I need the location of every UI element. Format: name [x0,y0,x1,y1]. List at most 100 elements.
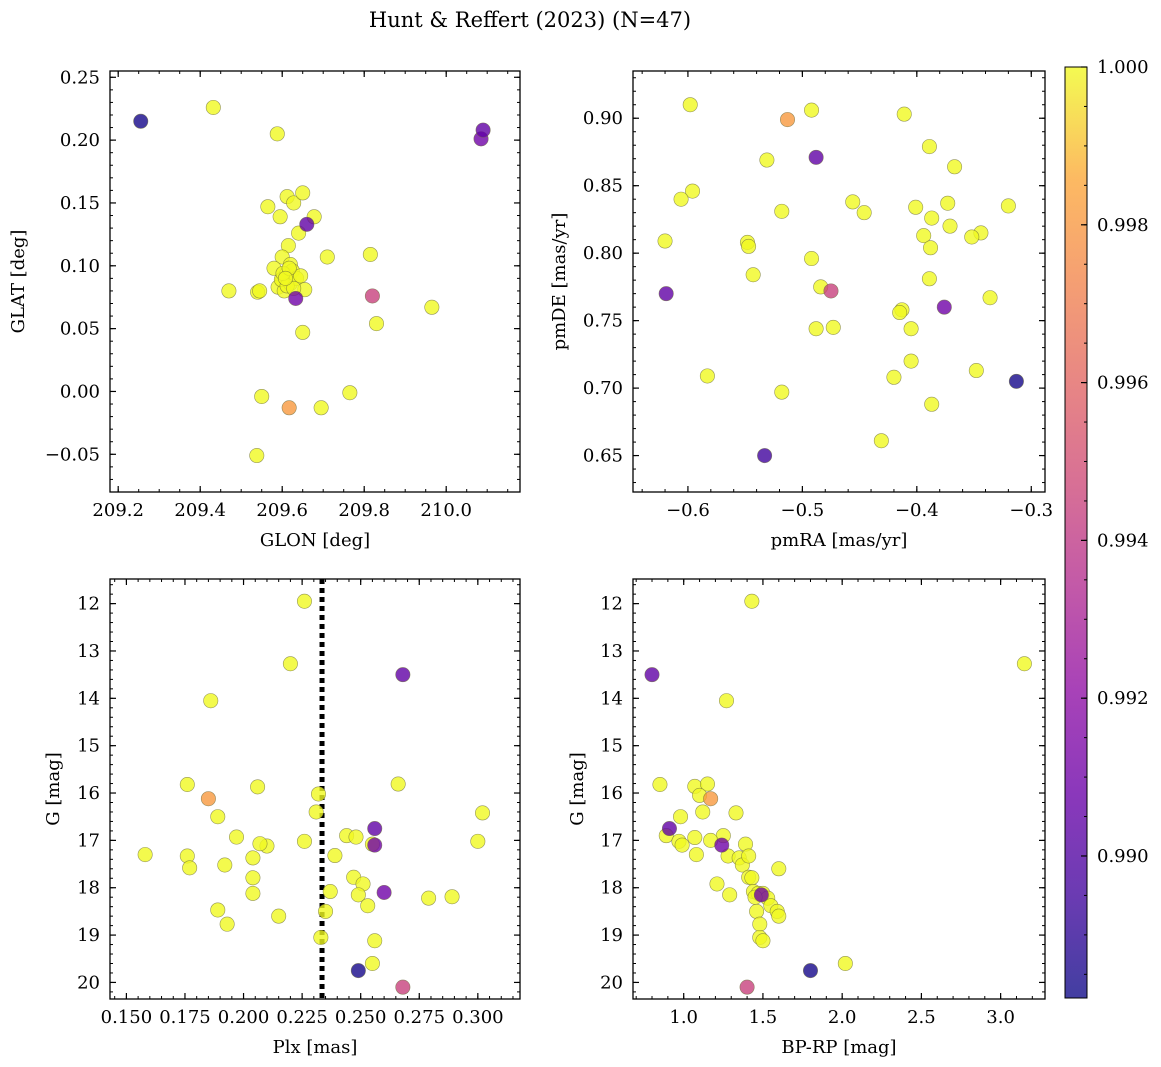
data-point [808,149,824,165]
data-point [376,884,392,900]
panel-plx-g: 0.150 0.175 0.200 0.225 0.250 0.275 0.300 12 13 1… [43,578,521,1058]
data-point [260,199,276,215]
data-point [319,249,335,265]
x-tick-label: 0.175 [159,1007,211,1028]
data-point [802,963,818,979]
data-point [923,240,939,256]
y-tick-label: 19 [600,925,623,946]
data-point [903,353,919,369]
x-tick-label: −0.4 [895,500,939,521]
data-point [674,837,690,853]
data-point [470,833,486,849]
x-tick-label: −0.3 [1009,500,1053,521]
x-tick-label: 209.4 [174,500,226,521]
data-point [673,191,689,207]
data-point [272,209,288,225]
x-tick-label: 2.5 [907,1007,936,1028]
data-point [755,933,771,949]
data-point [390,776,406,792]
data-point [364,955,380,971]
data-point [311,786,327,802]
y-tick-label: 13 [600,641,623,662]
data-point [699,368,715,384]
data-point [968,363,984,379]
y-tick-label: 0.20 [60,130,100,151]
x-tick-label: 0.275 [393,1007,445,1028]
y-tick-label: 15 [600,736,623,757]
data-point [687,830,703,846]
data-point [722,887,738,903]
data-point [1008,373,1024,389]
data-point [308,804,324,820]
y-tick-label: 19 [77,925,100,946]
data-point [745,267,761,283]
data-point [364,288,380,304]
data-point [360,898,376,914]
data-point [744,593,760,609]
data-point [421,890,437,906]
y-tick-label: 0.15 [60,193,100,214]
data-point [327,848,343,864]
x-tick-label: 209.6 [256,500,308,521]
y-tick-label: 18 [600,878,623,899]
data-point [254,388,270,404]
x-tick-label: 209.8 [338,500,390,521]
data-point [759,152,775,168]
colorbar: 0.990 0.992 0.994 0.996 0.998 1.000 [1064,57,1149,999]
data-point [367,821,383,837]
data-point [916,228,932,244]
data-point [350,887,366,903]
data-point [200,791,216,807]
x-tick-label: −0.5 [781,500,825,521]
data-point [342,385,358,401]
data-point [739,979,755,995]
data-point [695,804,711,820]
y-tick-label: 0.10 [60,256,100,277]
data-point [288,290,304,306]
data-point [313,929,329,945]
y-tick-label: 0.25 [60,67,100,88]
x-tick-label: 0.300 [452,1007,504,1028]
data-point [896,106,912,122]
data-point [741,238,757,254]
data-point [774,203,790,219]
y-tick-label: 0.75 [583,311,623,332]
ticks [110,71,520,493]
colorbar-gradient [1064,66,1088,999]
data-point [269,126,285,142]
data-point [444,889,460,905]
data-point [718,693,734,709]
data-point [947,159,963,175]
data-point [658,286,674,302]
axes-frame [632,70,1046,493]
y-tick-label: 0.65 [583,446,623,467]
colorbar-tick-label: 0.994 [1097,530,1149,551]
data-point [281,400,297,416]
data-point [313,400,329,416]
data-point [293,268,309,284]
data-point [205,99,221,115]
y-tick-label: 14 [77,688,100,709]
plot-area [137,579,491,999]
data-point [348,829,364,845]
colorbar-tick-label: 0.990 [1097,846,1149,867]
data-point [964,229,980,245]
y-tick-label: 0.00 [60,381,100,402]
data-point [286,195,302,211]
data-point [936,299,952,315]
data-point [296,593,312,609]
data-point [250,779,266,795]
data-point [779,112,795,128]
data-point [475,805,491,821]
data-point [424,299,440,315]
y-tick-label: 20 [600,972,623,993]
data-point [744,870,760,886]
y-tick-label: 14 [600,688,623,709]
y-tick-label: 0.80 [583,243,623,264]
x-axis-label: pmRA [mas/yr] [771,530,908,551]
data-point [808,321,824,337]
data-point [924,396,940,412]
data-point [924,210,940,226]
data-point [217,857,233,873]
